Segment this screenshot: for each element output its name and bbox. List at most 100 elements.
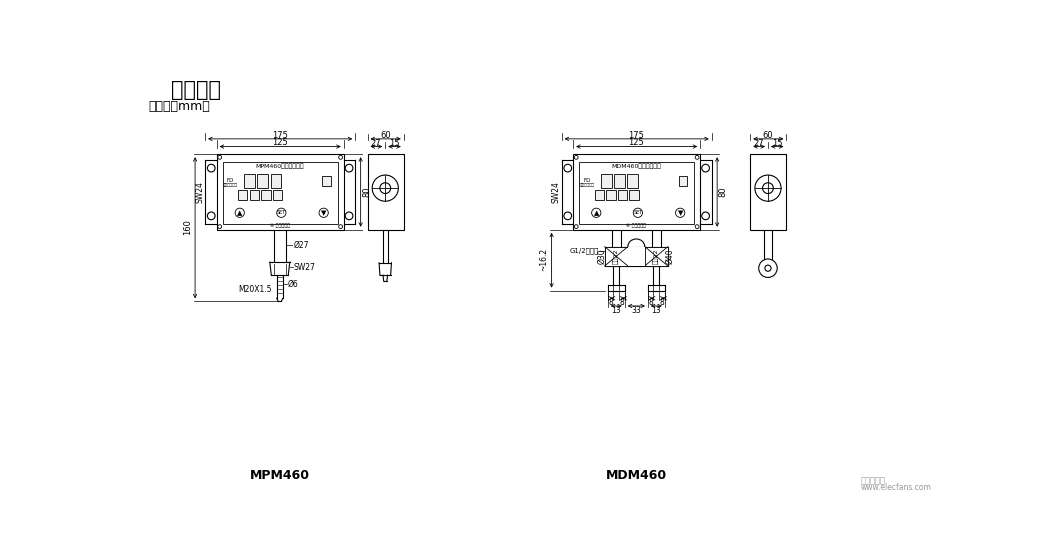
Text: 测量端口输出: 测量端口输出 xyxy=(223,183,238,187)
Text: 27: 27 xyxy=(753,139,764,148)
Text: 15: 15 xyxy=(772,139,782,148)
Circle shape xyxy=(380,183,391,193)
Text: ▼: ▼ xyxy=(321,210,326,216)
Text: FD: FD xyxy=(583,178,591,183)
Text: 160: 160 xyxy=(183,219,192,235)
Circle shape xyxy=(759,259,777,278)
Bar xyxy=(261,191,271,201)
Text: FD: FD xyxy=(226,178,234,183)
Circle shape xyxy=(207,212,215,220)
Text: M20X1.5: M20X1.5 xyxy=(239,285,272,294)
Bar xyxy=(595,191,604,201)
Circle shape xyxy=(762,183,773,193)
Text: 125: 125 xyxy=(629,138,644,147)
Text: 80: 80 xyxy=(719,187,728,197)
Text: MPM460型压力变送器: MPM460型压力变送器 xyxy=(256,164,304,170)
Text: SW24: SW24 xyxy=(195,181,204,203)
Bar xyxy=(257,175,269,188)
Circle shape xyxy=(633,208,642,217)
Bar xyxy=(618,191,627,201)
Text: SET: SET xyxy=(633,211,642,216)
Text: ▼: ▼ xyxy=(677,210,683,216)
Text: MDM460型差压变送器: MDM460型差压变送器 xyxy=(612,164,661,170)
Bar xyxy=(223,162,338,224)
Circle shape xyxy=(372,175,398,201)
Bar xyxy=(644,247,668,266)
Text: 27: 27 xyxy=(371,139,381,148)
Circle shape xyxy=(701,165,710,172)
Bar xyxy=(601,175,612,188)
Bar xyxy=(750,154,787,230)
Bar xyxy=(628,247,644,266)
Bar xyxy=(244,175,255,188)
Text: SW24: SW24 xyxy=(552,181,560,203)
Bar xyxy=(579,162,694,224)
Text: 外形结构: 外形结构 xyxy=(172,80,221,100)
Text: 8: 8 xyxy=(609,299,613,307)
Bar xyxy=(678,176,688,186)
Text: 8: 8 xyxy=(649,299,653,307)
Text: 175: 175 xyxy=(272,131,287,140)
Bar xyxy=(614,175,624,188)
Bar xyxy=(271,175,281,188)
Bar xyxy=(217,154,343,230)
Circle shape xyxy=(695,156,699,159)
Text: 两方22: 两方22 xyxy=(654,248,659,264)
Circle shape xyxy=(764,265,771,271)
Circle shape xyxy=(319,208,329,217)
Text: 175: 175 xyxy=(629,131,644,140)
Text: 8: 8 xyxy=(619,299,624,307)
Text: 8: 8 xyxy=(659,299,664,307)
Bar xyxy=(627,175,638,188)
Circle shape xyxy=(676,208,684,217)
Circle shape xyxy=(574,225,578,229)
Bar xyxy=(604,247,628,266)
Text: 测量端口输出: 测量端口输出 xyxy=(579,183,595,187)
Circle shape xyxy=(218,156,221,159)
Text: ※ 飞源源测控: ※ 飞源源测控 xyxy=(270,223,290,228)
Bar xyxy=(630,191,638,201)
Circle shape xyxy=(207,165,215,172)
Bar xyxy=(322,176,331,186)
Bar xyxy=(273,191,282,201)
Circle shape xyxy=(235,208,244,217)
Text: 15: 15 xyxy=(390,139,400,148)
Bar xyxy=(367,154,403,230)
Circle shape xyxy=(218,225,221,229)
Circle shape xyxy=(345,165,353,172)
Text: ▲: ▲ xyxy=(237,210,242,216)
Text: 13: 13 xyxy=(652,306,661,315)
Text: Ø30: Ø30 xyxy=(598,248,607,264)
Text: MDM460: MDM460 xyxy=(605,469,667,482)
Bar xyxy=(573,154,700,230)
Text: ※ 飞源源测控: ※ 飞源源测控 xyxy=(627,223,647,228)
Circle shape xyxy=(339,225,342,229)
Text: SET: SET xyxy=(277,211,286,216)
Text: Ø6: Ø6 xyxy=(287,280,298,289)
Text: ~16.2: ~16.2 xyxy=(539,248,549,271)
Circle shape xyxy=(592,208,601,217)
Text: 125: 125 xyxy=(272,138,287,147)
Text: SW27: SW27 xyxy=(294,263,316,272)
Text: 60: 60 xyxy=(380,131,391,140)
Text: Ø27: Ø27 xyxy=(294,240,310,250)
Circle shape xyxy=(701,212,710,220)
Circle shape xyxy=(277,208,286,217)
Text: 60: 60 xyxy=(762,131,773,140)
Circle shape xyxy=(339,156,342,159)
Text: www.elecfans.com: www.elecfans.com xyxy=(860,483,931,492)
Text: 33: 33 xyxy=(632,306,641,315)
Text: Ø40: Ø40 xyxy=(665,248,675,264)
Text: 13: 13 xyxy=(612,306,621,315)
Text: ▲: ▲ xyxy=(594,210,599,216)
Circle shape xyxy=(574,156,578,159)
Text: 80: 80 xyxy=(362,187,372,197)
Text: 电子发烧友: 电子发烧友 xyxy=(860,476,886,485)
Text: 两方22: 两方22 xyxy=(614,248,619,264)
Text: G1/2内螺纹: G1/2内螺纹 xyxy=(570,247,599,254)
Text: MPM460: MPM460 xyxy=(250,469,310,482)
Circle shape xyxy=(755,175,781,201)
Circle shape xyxy=(695,225,699,229)
Circle shape xyxy=(345,212,353,220)
Bar xyxy=(607,191,616,201)
